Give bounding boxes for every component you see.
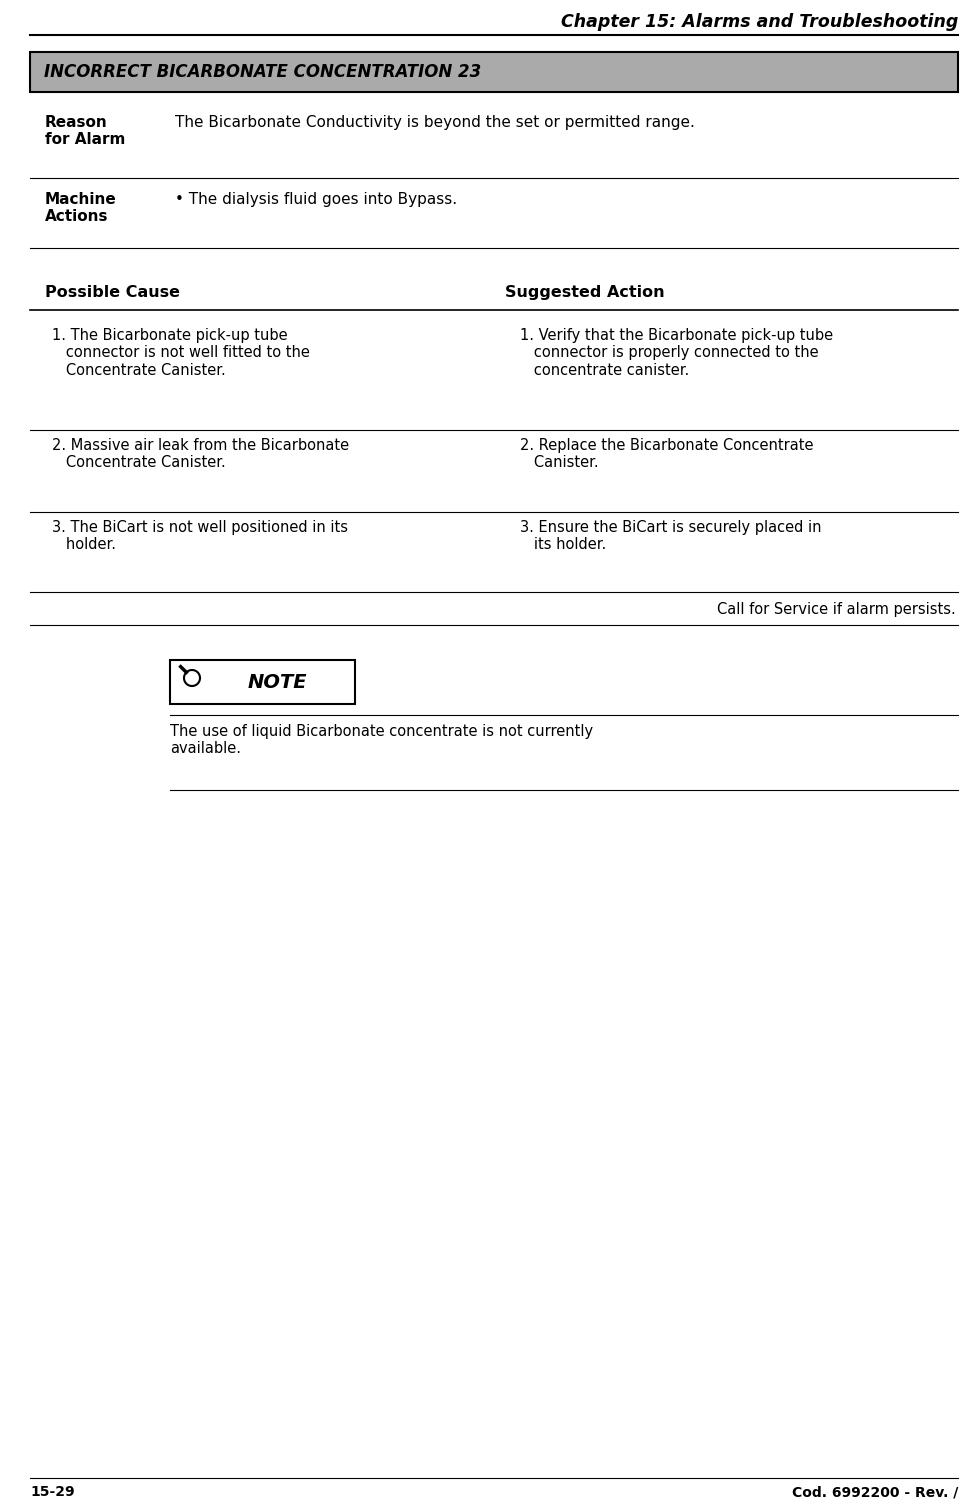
FancyBboxPatch shape: [170, 660, 355, 704]
Text: Reason
for Alarm: Reason for Alarm: [45, 114, 125, 147]
Text: The use of liquid Bicarbonate concentrate is not currently
available.: The use of liquid Bicarbonate concentrat…: [170, 723, 593, 757]
Text: 3. Ensure the BiCart is securely placed in
   its holder.: 3. Ensure the BiCart is securely placed …: [520, 520, 821, 552]
Text: Suggested Action: Suggested Action: [505, 284, 664, 299]
Text: NOTE: NOTE: [248, 672, 308, 692]
Text: 2. Replace the Bicarbonate Concentrate
   Canister.: 2. Replace the Bicarbonate Concentrate C…: [520, 438, 813, 471]
Text: • The dialysis fluid goes into Bypass.: • The dialysis fluid goes into Bypass.: [175, 193, 457, 208]
Text: 3. The BiCart is not well positioned in its
   holder.: 3. The BiCart is not well positioned in …: [52, 520, 348, 552]
Text: Machine
Actions: Machine Actions: [45, 193, 117, 224]
Text: Call for Service if alarm persists.: Call for Service if alarm persists.: [717, 602, 956, 617]
Text: 1. The Bicarbonate pick-up tube
   connector is not well fitted to the
   Concen: 1. The Bicarbonate pick-up tube connecto…: [52, 328, 310, 378]
Text: Cod. 6992200 - Rev. /: Cod. 6992200 - Rev. /: [792, 1484, 958, 1499]
Text: 1. Verify that the Bicarbonate pick-up tube
   connector is properly connected t: 1. Verify that the Bicarbonate pick-up t…: [520, 328, 833, 378]
Text: 15-29: 15-29: [30, 1484, 74, 1499]
Text: The Bicarbonate Conductivity is beyond the set or permitted range.: The Bicarbonate Conductivity is beyond t…: [175, 114, 695, 129]
Text: 2. Massive air leak from the Bicarbonate
   Concentrate Canister.: 2. Massive air leak from the Bicarbonate…: [52, 438, 349, 471]
Text: Chapter 15: Alarms and Troubleshooting: Chapter 15: Alarms and Troubleshooting: [561, 14, 958, 32]
FancyBboxPatch shape: [30, 53, 958, 92]
Text: Possible Cause: Possible Cause: [45, 284, 180, 299]
Text: INCORRECT BICARBONATE CONCENTRATION 23: INCORRECT BICARBONATE CONCENTRATION 23: [44, 63, 481, 81]
